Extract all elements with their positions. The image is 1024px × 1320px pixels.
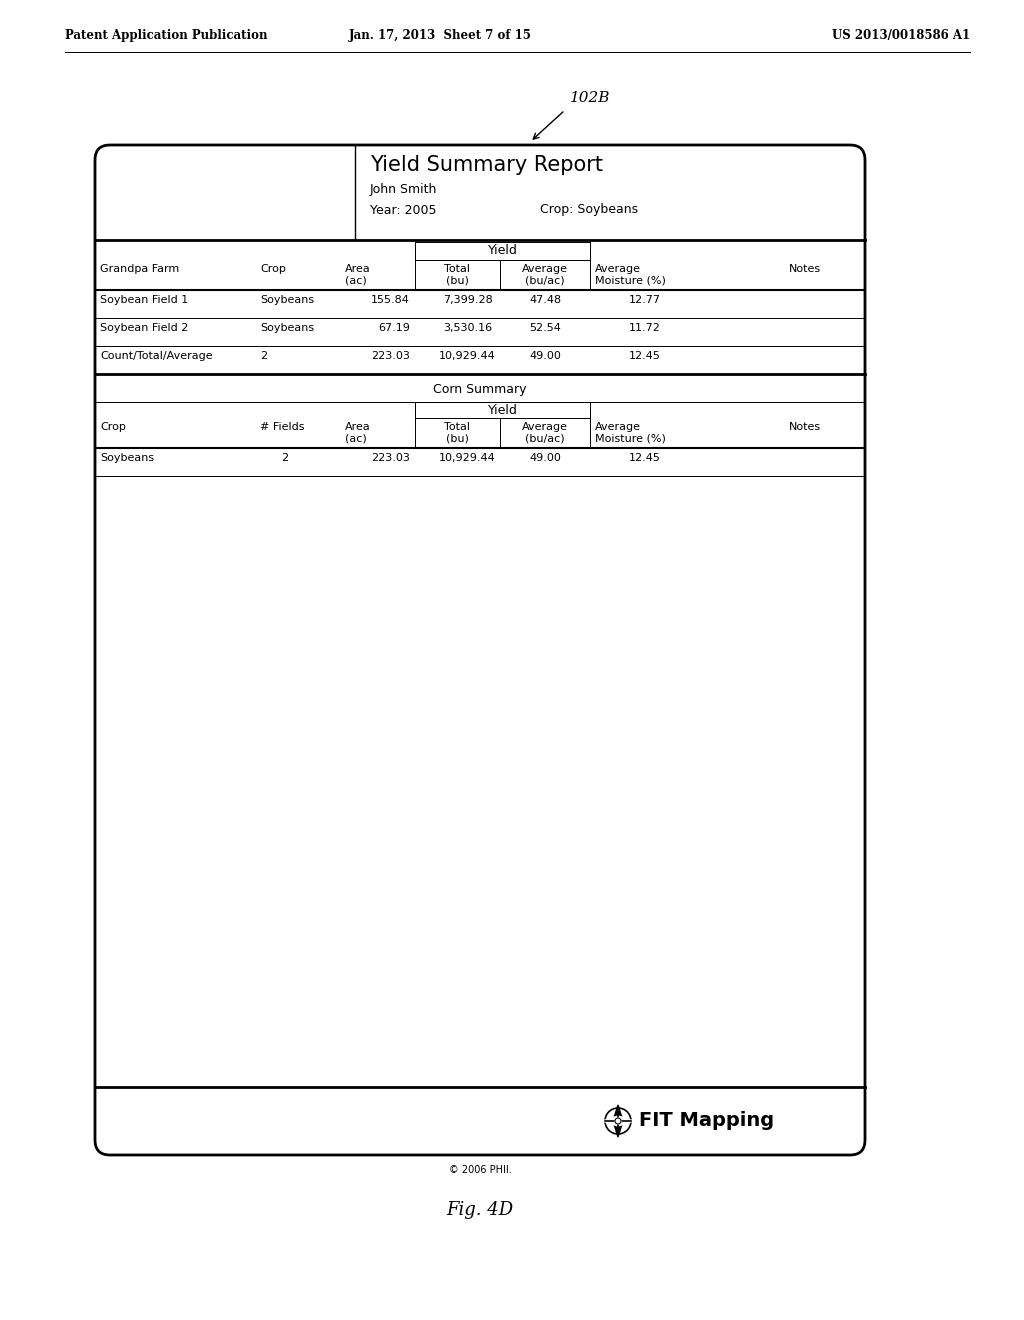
- Text: Soybeans: Soybeans: [100, 453, 155, 463]
- Text: 12.45: 12.45: [629, 453, 660, 463]
- Text: 67.19: 67.19: [378, 323, 410, 333]
- Text: Total
(bu): Total (bu): [444, 264, 470, 285]
- Text: Notes: Notes: [788, 422, 821, 432]
- Text: 12.45: 12.45: [629, 351, 660, 360]
- Text: 47.48: 47.48: [529, 294, 561, 305]
- Text: Soybean Field 2: Soybean Field 2: [100, 323, 188, 333]
- Text: FIT Mapping: FIT Mapping: [639, 1111, 774, 1130]
- Text: Crop: Soybeans: Crop: Soybeans: [540, 203, 638, 216]
- Text: 223.03: 223.03: [371, 453, 410, 463]
- Text: 49.00: 49.00: [529, 351, 561, 360]
- Text: Yield: Yield: [487, 404, 517, 417]
- Text: Year: 2005: Year: 2005: [370, 203, 436, 216]
- Polygon shape: [602, 1115, 634, 1126]
- Text: 2: 2: [260, 351, 267, 360]
- Text: US 2013/0018586 A1: US 2013/0018586 A1: [831, 29, 970, 41]
- Text: Soybean Field 1: Soybean Field 1: [100, 294, 188, 305]
- Text: 49.00: 49.00: [529, 453, 561, 463]
- Text: 10,929.44: 10,929.44: [439, 453, 496, 463]
- Text: Patent Application Publication: Patent Application Publication: [65, 29, 267, 41]
- Text: 7,399.28: 7,399.28: [442, 294, 493, 305]
- Text: Total
(bu): Total (bu): [444, 422, 470, 444]
- Text: Count/Total/Average: Count/Total/Average: [100, 351, 213, 360]
- Text: © 2006 PHII.: © 2006 PHII.: [449, 1166, 511, 1175]
- Text: 155.84: 155.84: [371, 294, 410, 305]
- Text: Crop: Crop: [260, 264, 286, 275]
- Text: 3,530.16: 3,530.16: [443, 323, 493, 333]
- Text: Area
(ac): Area (ac): [345, 422, 371, 444]
- Text: Average
Moisture (%): Average Moisture (%): [595, 422, 666, 444]
- Text: Area
(ac): Area (ac): [345, 264, 371, 285]
- Circle shape: [615, 1118, 621, 1125]
- Text: Soybeans: Soybeans: [260, 323, 314, 333]
- Text: Average
Moisture (%): Average Moisture (%): [595, 264, 666, 285]
- Text: Average
(bu/ac): Average (bu/ac): [522, 264, 568, 285]
- Text: 102B: 102B: [570, 91, 610, 106]
- Text: # Fields: # Fields: [260, 422, 304, 432]
- Text: 2: 2: [282, 453, 289, 463]
- Text: Soybeans: Soybeans: [260, 294, 314, 305]
- Text: Average
(bu/ac): Average (bu/ac): [522, 422, 568, 444]
- Text: Notes: Notes: [788, 264, 821, 275]
- Text: Yield: Yield: [487, 244, 517, 257]
- Text: 52.54: 52.54: [529, 323, 561, 333]
- Text: Fig. 4D: Fig. 4D: [446, 1201, 514, 1218]
- Polygon shape: [613, 1105, 623, 1137]
- Text: 223.03: 223.03: [371, 351, 410, 360]
- FancyBboxPatch shape: [95, 145, 865, 1155]
- Text: John Smith: John Smith: [370, 183, 437, 197]
- Text: 11.72: 11.72: [629, 323, 660, 333]
- Text: Jan. 17, 2013  Sheet 7 of 15: Jan. 17, 2013 Sheet 7 of 15: [348, 29, 531, 41]
- Text: Crop: Crop: [100, 422, 126, 432]
- Text: 12.77: 12.77: [629, 294, 662, 305]
- Text: Grandpa Farm: Grandpa Farm: [100, 264, 179, 275]
- Text: Yield Summary Report: Yield Summary Report: [370, 154, 603, 176]
- Text: 10,929.44: 10,929.44: [439, 351, 496, 360]
- Text: Corn Summary: Corn Summary: [433, 384, 526, 396]
